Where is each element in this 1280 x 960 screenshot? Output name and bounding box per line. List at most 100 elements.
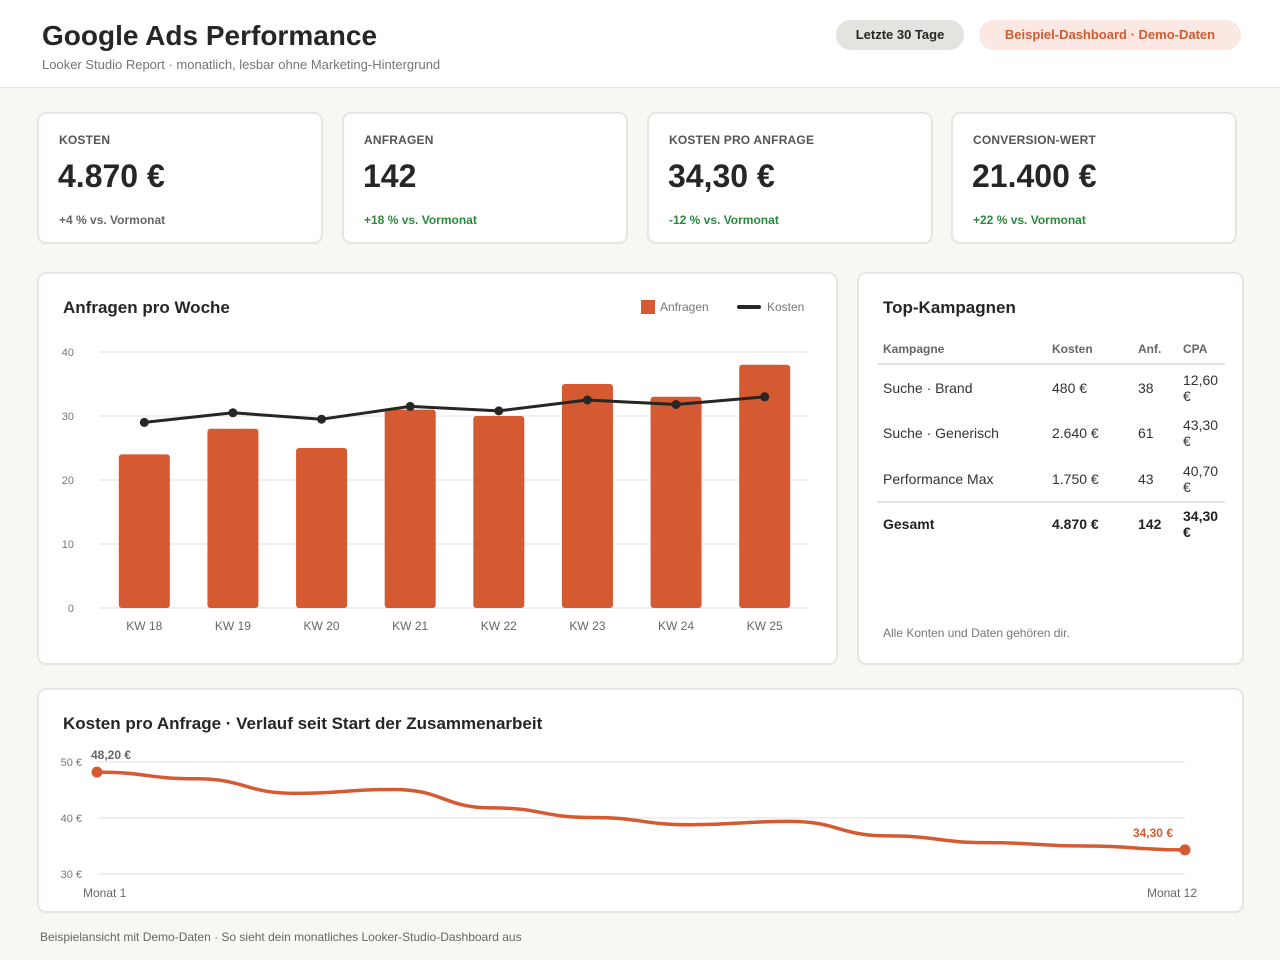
x-tick-label: KW 22 <box>481 619 517 633</box>
table-row[interactable]: Suche · Generisch 2.640 € 61 43,30 € <box>877 410 1225 456</box>
cpa-trend-card: Kosten pro Anfrage · Verlauf seit Start … <box>37 688 1244 913</box>
bar <box>296 448 348 608</box>
chart-title: Anfragen pro Woche <box>63 298 230 317</box>
line-point <box>405 401 415 411</box>
ownership-note: Alle Konten und Daten gehören dir. <box>883 626 1070 640</box>
line-point <box>760 392 770 402</box>
y-tick-label: 40 <box>62 347 74 359</box>
column-header[interactable]: CPA <box>1177 334 1225 365</box>
total-cost: 4.870 € <box>1046 501 1132 544</box>
footer-note: Beispielansicht mit Demo-Daten · So sieh… <box>40 930 522 944</box>
campaign-requests: 38 <box>1138 379 1154 396</box>
total-requests: 142 <box>1132 501 1177 544</box>
start-value-label: 48,20 € <box>91 748 131 762</box>
campaigns-table: Kampagne Kosten Anf. CPA Suche · Brand 4… <box>877 334 1225 544</box>
demo-badge: Beispiel-Dashboard · Demo-Daten <box>979 20 1241 50</box>
x-tick-label: KW 23 <box>569 619 605 633</box>
total-label: Gesamt <box>877 501 1046 544</box>
kpi-delta: +22 % vs. Vormonat <box>973 213 1086 227</box>
y-tick-label: 20 <box>62 475 74 487</box>
kpi-card-conversion-value: CONVERSION-WERT 21.400 € +22 % vs. Vormo… <box>951 112 1237 244</box>
y-tick-label: 30 € <box>61 869 82 881</box>
table-total-row: Gesamt 4.870 € 142 34,30 € <box>877 501 1225 544</box>
series-line-cpa <box>95 770 1187 852</box>
start-point <box>91 766 103 778</box>
bar <box>561 384 613 608</box>
series-line-costs <box>144 395 765 424</box>
campaign-name: Suche · Generisch <box>883 425 999 441</box>
legend-swatch-costs <box>737 305 761 309</box>
x-tick-label: KW 20 <box>304 619 340 633</box>
campaign-cost: 480 € <box>1052 379 1088 396</box>
kpi-value: 142 <box>363 158 417 194</box>
legend-label-requests[interactable]: Anfragen <box>660 300 709 314</box>
trend-title: Kosten pro Anfrage · Verlauf seit Start … <box>63 714 543 733</box>
bar <box>473 416 525 608</box>
campaign-cpa: 43,30 € <box>1183 417 1219 449</box>
kpi-delta: +4 % vs. Vormonat <box>59 213 166 227</box>
kpi-label: CONVERSION-WERT <box>973 133 1096 147</box>
campaign-requests: 43 <box>1138 470 1154 487</box>
total-cpa: 34,30 € <box>1177 501 1225 544</box>
legend-label-costs[interactable]: Kosten <box>767 300 805 314</box>
table-header-row: Kampagne Kosten Anf. CPA <box>877 334 1225 365</box>
line-point <box>139 417 149 427</box>
end-value-label: 34,30 € <box>1133 826 1173 840</box>
legend-swatch-requests <box>641 300 655 314</box>
y-tick-label: 30 <box>62 411 74 423</box>
kpi-value: 21.400 € <box>972 158 1097 194</box>
kpi-label: KOSTEN <box>59 133 111 147</box>
x-tick-label: KW 24 <box>658 619 694 633</box>
y-tick-label: 10 <box>62 539 74 551</box>
bar <box>739 364 791 608</box>
kpi-card-costs: KOSTEN 4.870 € +4 % vs. Vormonat <box>37 112 323 244</box>
table-row[interactable]: Suche · Brand 480 € 38 12,60 € <box>877 364 1225 410</box>
campaign-cpa: 12,60 € <box>1183 371 1219 404</box>
campaign-cpa: 40,70 € <box>1183 462 1219 495</box>
bar <box>384 409 436 608</box>
bar <box>207 428 259 608</box>
x-tick-label: KW 19 <box>215 619 251 633</box>
page-subtitle: Looker Studio Report · monatlich, lesbar… <box>42 57 441 72</box>
line-point <box>228 408 238 418</box>
column-header[interactable]: Kosten <box>1046 334 1132 365</box>
bar <box>118 454 170 608</box>
page-title: Google Ads Performance <box>42 20 378 51</box>
campaign-cost: 2.640 € <box>1052 425 1099 441</box>
campaigns-title: Top-Kampagnen <box>883 298 1016 317</box>
dashboard-header: Google Ads Performance Looker Studio Rep… <box>0 0 1280 88</box>
line-point <box>582 395 592 405</box>
y-tick-label: 50 € <box>61 757 82 769</box>
date-range-button[interactable]: Letzte 30 Tage <box>836 20 964 50</box>
x-tick-label: KW 21 <box>392 619 428 633</box>
kpi-value: 4.870 € <box>58 158 165 194</box>
line-point <box>671 399 681 409</box>
campaign-name: Suche · Brand <box>883 379 973 396</box>
campaign-cost: 1.750 € <box>1052 470 1099 487</box>
campaign-name: Performance Max <box>883 470 994 487</box>
x-tick-label: Monat 1 <box>83 886 127 900</box>
kpi-card-cost-per-request: KOSTEN PRO ANFRAGE 34,30 € -12 % vs. Vor… <box>647 112 933 244</box>
campaign-requests: 61 <box>1138 425 1154 441</box>
cpa-trend-chart: 30 € 40 € 50 € 48,20 € 34,30 € Monat 1 Monat 1… <box>61 748 1198 900</box>
kpi-delta: +18 % vs. Vormonat <box>364 213 477 227</box>
kpi-card-requests: ANFRAGEN 142 +18 % vs. Vormonat <box>342 112 628 244</box>
x-tick-label: KW 25 <box>747 619 783 633</box>
table-row[interactable]: Performance Max 1.750 € 43 40,70 € <box>877 456 1225 502</box>
line-point <box>494 406 504 416</box>
y-tick-label: 0 <box>68 603 74 615</box>
x-tick-label: Monat 12 <box>1147 886 1197 900</box>
column-header[interactable]: Kampagne <box>877 334 1046 365</box>
y-tick-label: 40 € <box>61 813 82 825</box>
line-point <box>317 414 327 424</box>
kpi-label: KOSTEN PRO ANFRAGE <box>669 133 815 147</box>
end-point <box>1179 844 1191 856</box>
column-header[interactable]: Anf. <box>1132 334 1177 365</box>
kpi-delta: -12 % vs. Vormonat <box>669 213 779 227</box>
x-tick-label: KW 18 <box>126 619 162 633</box>
kpi-label: ANFRAGEN <box>364 133 434 147</box>
kpi-value: 34,30 € <box>668 158 775 194</box>
weekly-requests-chart: 0 10 20 30 40 KW 18 KW 19 KW 20 KW 21 KW 22 KW 23 K… <box>62 347 809 633</box>
bar <box>650 396 702 608</box>
top-campaigns-card: Top-Kampagnen Kampagne Kosten Anf. CPA S… <box>857 272 1244 665</box>
